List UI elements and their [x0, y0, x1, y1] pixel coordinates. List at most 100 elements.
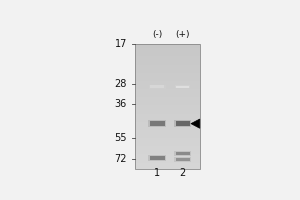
Bar [135, 166, 200, 167]
Polygon shape [191, 119, 200, 128]
Bar [135, 66, 200, 67]
Bar [135, 44, 200, 45]
Bar [135, 89, 200, 90]
Bar [135, 93, 200, 94]
Bar [135, 62, 200, 63]
Bar [135, 60, 200, 61]
Bar [135, 56, 200, 58]
Bar [135, 124, 200, 125]
Bar [135, 112, 200, 113]
Bar [135, 94, 200, 95]
Bar [135, 140, 200, 141]
Bar [135, 138, 200, 139]
Bar [135, 82, 200, 84]
Text: 72: 72 [115, 154, 127, 164]
Bar [176, 121, 190, 126]
Bar [135, 44, 200, 169]
Bar [135, 97, 200, 98]
Bar [135, 48, 200, 49]
Bar [135, 78, 200, 79]
Bar [135, 84, 200, 85]
Bar [148, 120, 166, 127]
Bar [135, 50, 200, 51]
Bar [135, 157, 200, 158]
Bar [135, 160, 200, 161]
Text: (+): (+) [176, 30, 190, 39]
Bar [135, 129, 200, 130]
Bar [135, 86, 200, 87]
Bar [135, 63, 200, 64]
Bar [135, 122, 200, 123]
Bar [135, 96, 200, 97]
Text: 1: 1 [154, 168, 160, 178]
Bar [135, 125, 200, 126]
Bar [135, 80, 200, 81]
Bar [135, 141, 200, 142]
Bar [135, 167, 200, 168]
Bar [135, 101, 200, 102]
Bar [135, 152, 200, 153]
Bar [174, 157, 191, 162]
Bar [135, 165, 200, 166]
Bar [135, 108, 200, 110]
Bar [135, 85, 200, 86]
Bar [135, 65, 200, 66]
Text: 28: 28 [115, 79, 127, 89]
Bar [135, 155, 200, 156]
Bar [135, 156, 200, 157]
Bar [135, 168, 200, 169]
Bar [135, 75, 200, 76]
Bar [176, 86, 189, 88]
Bar [135, 45, 200, 46]
Bar [135, 67, 200, 68]
Bar [135, 120, 200, 121]
Bar [150, 156, 165, 160]
Bar [135, 64, 200, 65]
Bar [135, 132, 200, 133]
Bar [135, 102, 200, 103]
Bar [135, 95, 200, 96]
Bar [135, 61, 200, 62]
Bar [135, 77, 200, 78]
Bar [135, 104, 200, 105]
Bar [135, 54, 200, 55]
Bar [135, 116, 200, 117]
Bar [135, 127, 200, 128]
Bar [135, 144, 200, 145]
Bar [135, 68, 200, 69]
Bar [135, 47, 200, 48]
Bar [135, 74, 200, 75]
Bar [135, 135, 200, 137]
Bar [176, 158, 190, 161]
Bar [135, 88, 200, 89]
Bar [135, 134, 200, 135]
Bar [135, 110, 200, 111]
Bar [135, 91, 200, 92]
Bar [135, 131, 200, 132]
Bar [135, 147, 200, 148]
Bar [135, 163, 200, 164]
Bar [135, 130, 200, 131]
Bar [135, 55, 200, 56]
Bar [174, 151, 191, 156]
Bar [135, 142, 200, 143]
Bar [135, 92, 200, 93]
Bar [135, 118, 200, 119]
Bar [174, 120, 191, 127]
Bar [135, 76, 200, 77]
Bar [150, 121, 165, 126]
Bar [176, 152, 190, 155]
Bar [135, 158, 200, 159]
Bar [135, 128, 200, 129]
Bar [135, 151, 200, 152]
Bar [175, 85, 190, 88]
Bar [135, 153, 200, 154]
Bar [135, 51, 200, 52]
Bar [135, 106, 200, 107]
Bar [135, 126, 200, 127]
Bar [135, 123, 200, 124]
Bar [135, 53, 200, 54]
Bar [135, 70, 200, 71]
Bar [135, 149, 200, 150]
Bar [135, 121, 200, 122]
